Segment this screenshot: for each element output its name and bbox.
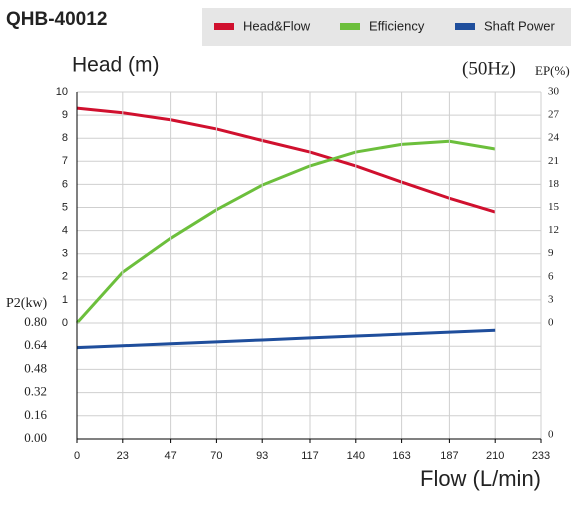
x-axis-label: Flow (L/min) <box>420 466 541 491</box>
y2-tick-label: 15 <box>548 201 560 213</box>
y-tick-label: 1 <box>62 294 68 306</box>
y-tick-label: 0.32 <box>24 384 47 399</box>
y-tick-label: 0.80 <box>24 314 47 329</box>
y-tick-label: 10 <box>56 86 68 98</box>
x-tick-label: 140 <box>347 450 365 462</box>
y2-tick-label: 6 <box>548 270 554 282</box>
legend-label: Shaft Power <box>484 18 555 33</box>
legend-swatch <box>455 23 475 30</box>
y2-tick-label: 30 <box>548 86 560 98</box>
y-tick-label: 0.64 <box>24 337 47 352</box>
x-tick-label: 0 <box>74 450 80 462</box>
y-tick-label: 0 <box>62 317 68 329</box>
annotation: 0 <box>548 429 554 441</box>
y-tick-label: 3 <box>62 248 68 260</box>
y2-axis-label: EP(%) <box>535 63 570 78</box>
y-tick-label: 0.16 <box>24 407 47 422</box>
x-tick-label: 187 <box>440 450 458 462</box>
y-tick-label: 0.48 <box>24 360 47 375</box>
x-tick-label: 93 <box>256 450 268 462</box>
y-axis-label: Head (m) <box>72 54 160 77</box>
y2-tick-label: 18 <box>548 178 560 190</box>
legend-swatch <box>214 23 234 30</box>
y2-tick-label: 12 <box>548 224 559 236</box>
y2-tick-label: 0 <box>548 317 554 329</box>
x-tick-label: 70 <box>210 450 222 462</box>
legend-box <box>202 8 571 46</box>
series-line <box>76 106 496 214</box>
y-tick-label: 9 <box>62 109 68 121</box>
series-line <box>76 328 496 350</box>
x-tick-label: 23 <box>117 450 129 462</box>
x-tick-label: 117 <box>301 450 319 462</box>
y-tick-label: 4 <box>62 225 68 237</box>
legend-label: Efficiency <box>369 18 425 33</box>
y-tick-label: 7 <box>62 155 68 167</box>
y-tick-label: 5 <box>62 201 68 213</box>
y-tick-label: 6 <box>62 178 68 190</box>
x-tick-label: 210 <box>486 450 504 462</box>
chart-title: QHB-40012 <box>6 9 107 30</box>
y2-tick-label: 9 <box>548 247 554 259</box>
y2-tick-label: 3 <box>548 293 554 305</box>
y-tick-label: 2 <box>62 271 68 283</box>
annotation: (50Hz) <box>462 58 516 79</box>
y2-tick-label: 27 <box>548 109 560 121</box>
x-tick-label: 163 <box>392 450 410 462</box>
series-line <box>75 139 496 325</box>
y-tick-label: 8 <box>62 132 68 144</box>
x-tick-label: 47 <box>164 450 176 462</box>
legend-swatch <box>340 23 360 30</box>
x-tick-label: 233 <box>532 450 550 462</box>
legend-label: Head&Flow <box>243 18 311 33</box>
y2-tick-label: 24 <box>548 132 560 144</box>
y2-tick-label: 21 <box>548 155 559 167</box>
y-tick-label: 0.00 <box>24 430 47 445</box>
y-axis-label: P2(kw) <box>6 296 48 311</box>
